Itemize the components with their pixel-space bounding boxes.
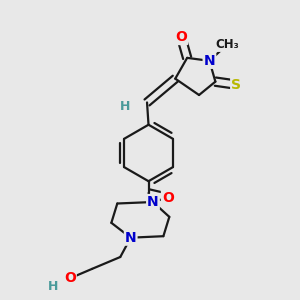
Text: O: O [175,30,187,44]
Text: O: O [162,190,174,205]
Text: S: S [231,78,241,92]
Text: H: H [119,100,130,112]
Text: N: N [125,231,136,245]
Text: N: N [204,54,215,68]
Text: N: N [147,195,159,209]
Text: CH₃: CH₃ [215,38,239,51]
Text: H: H [48,280,59,293]
Text: O: O [64,272,76,285]
